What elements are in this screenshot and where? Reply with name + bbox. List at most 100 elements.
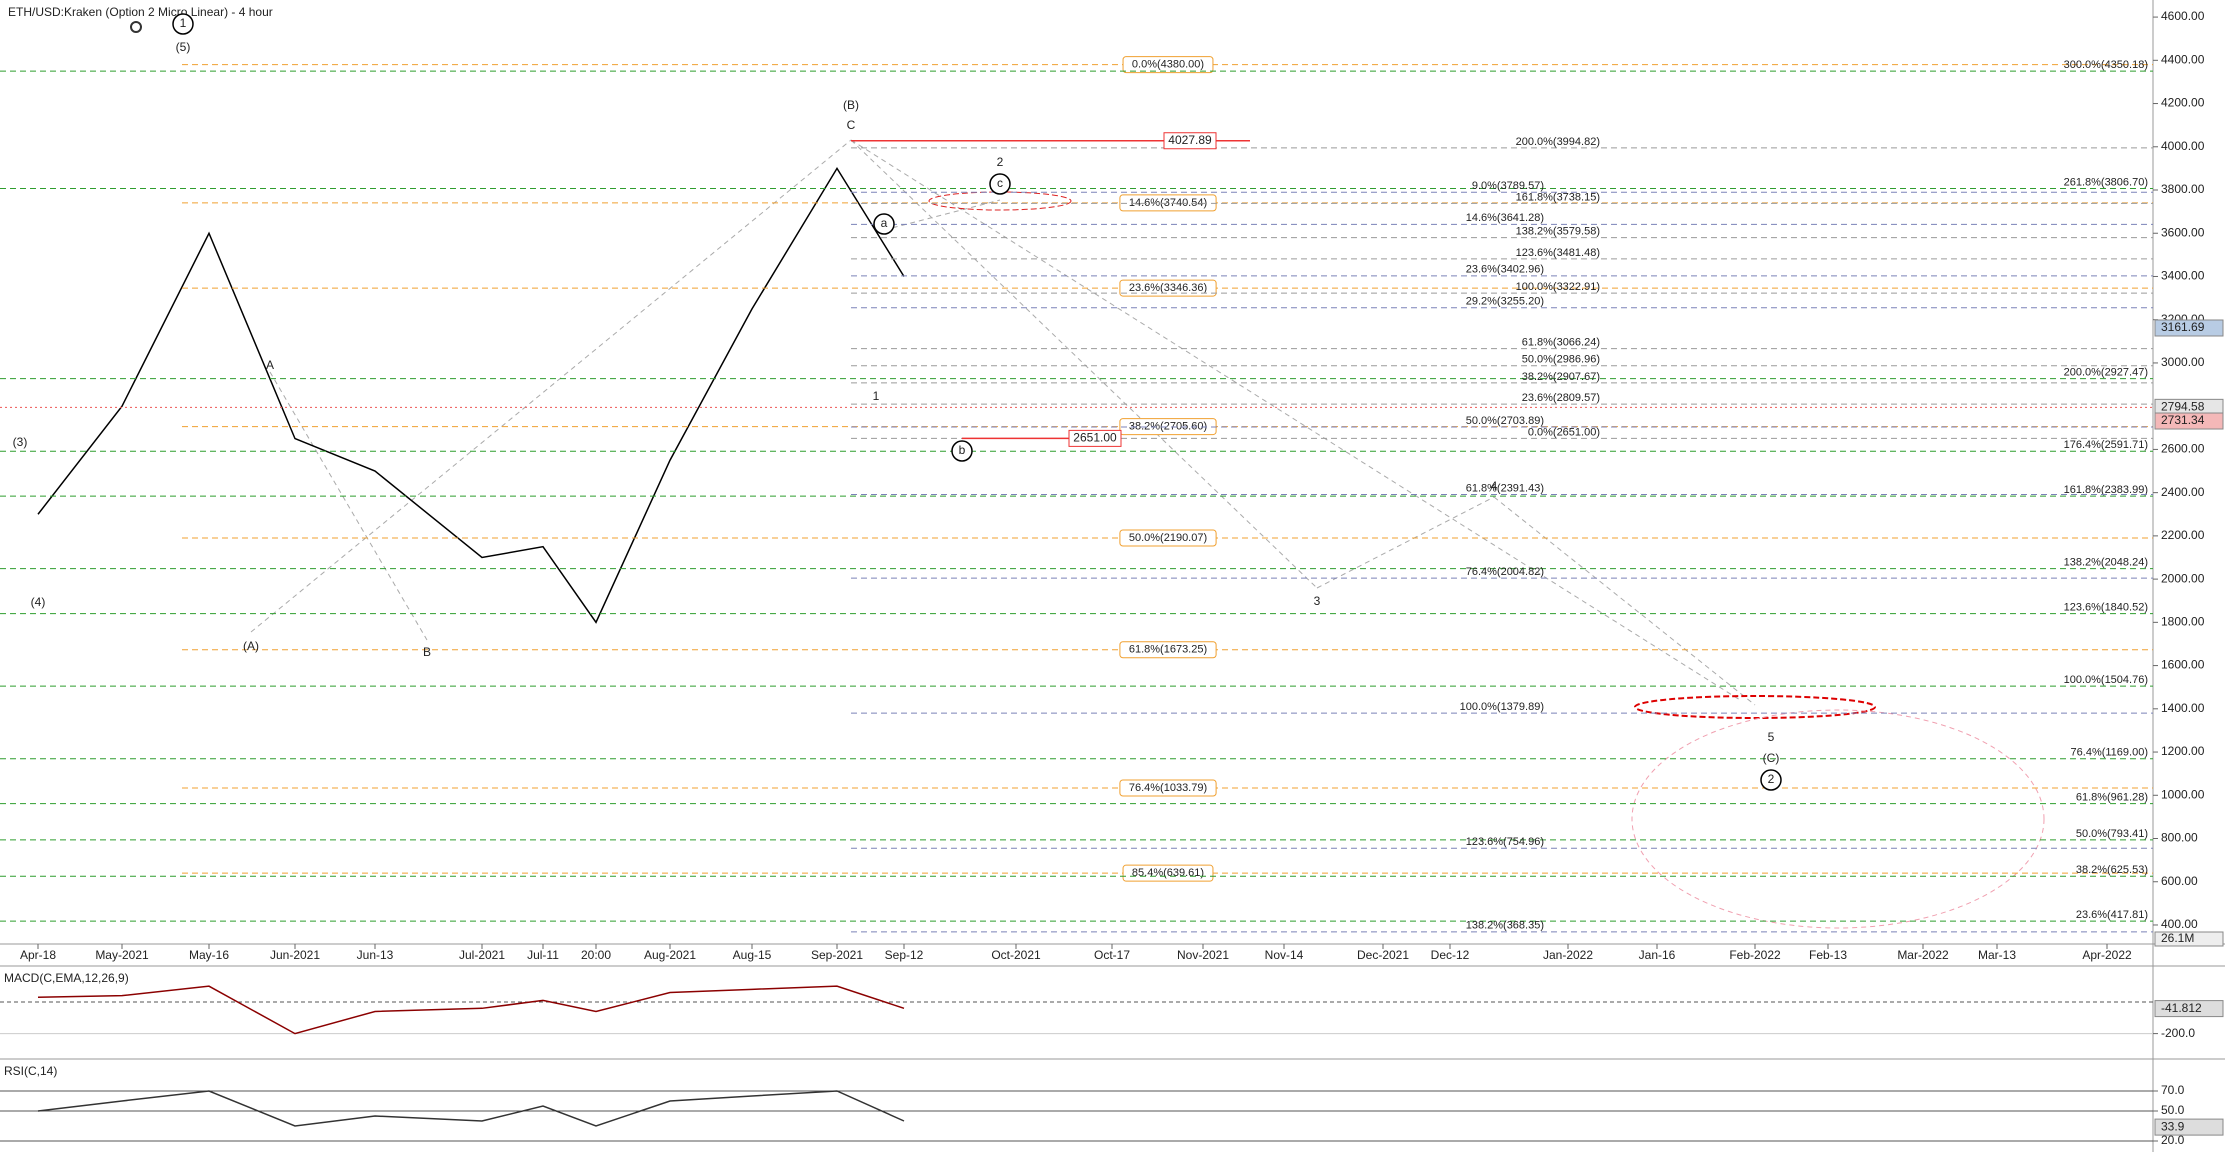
x-tick-label: Oct-2021 [991,948,1041,962]
fib-label: 38.2%(2907.67) [1522,371,1600,383]
y-tick-label: 4200.00 [2161,96,2205,110]
price-line [37,985,905,1035]
wave-circle [172,13,194,35]
wave-label: A [266,358,274,372]
fib-label: 23.6%(3402.96) [1466,264,1544,276]
fib-label: 61.8%(2391.43) [1466,482,1544,494]
fib-label: 76.4%(2004.82) [1466,566,1544,578]
y-tick-label: 400.00 [2161,917,2198,931]
x-tick-label: Jan-2022 [1543,948,1593,962]
x-tick-label: Feb-2022 [1729,948,1781,962]
red-level-label: 4027.89 [1168,133,1212,147]
x-tick-label: 20:00 [581,948,611,962]
y-tick-label: 1400.00 [2161,701,2205,715]
wave-line [250,139,852,633]
wave-label: 1 [180,16,187,30]
fib-label: 38.2%(2705.60) [1129,420,1207,432]
price-badge-box [2154,319,2224,337]
x-tick-label: Feb-13 [1809,948,1847,962]
fib-label: 176.4%(2591.71) [2064,439,2148,451]
y-tick-label: 1000.00 [2161,787,2205,801]
x-tick-label: Apr-18 [20,948,56,962]
x-tick-label: Dec-2021 [1357,948,1409,962]
label-box [1119,529,1217,547]
y-tick-label: 1200.00 [2161,744,2205,758]
fib-label: 138.2%(368.35) [1466,920,1544,932]
wave-line [269,371,428,641]
fib-label: 100.0%(1504.76) [2064,674,2148,686]
wave-label: c [997,176,1003,190]
fib-label: 200.0%(3994.82) [1516,136,1600,148]
y-tick-label: 3800.00 [2161,182,2205,196]
label-box [1119,779,1217,797]
wave-circle [1760,769,1782,791]
wave-label: (5) [176,40,191,54]
fib-label: 138.2%(2048.24) [2064,557,2148,569]
y-tick-label: 3000.00 [2161,355,2205,369]
fib-label: 100.0%(3322.91) [1516,281,1600,293]
x-tick-label: Dec-12 [1431,948,1470,962]
fib-label: 29.2%(3255.20) [1466,296,1544,308]
panel-title: MACD(C,EMA,12,26,9) [4,971,129,985]
red-level-label: 2651.00 [1073,431,1117,445]
fib-label: 9.0%(3789.57) [1472,180,1544,192]
price-badge-box [2154,1118,2224,1136]
y-tick-label: 50.0 [2161,1103,2185,1117]
y-tick-label: 4000.00 [2161,139,2205,153]
y-tick-label: 3400.00 [2161,269,2205,283]
price-badge-box [2154,931,2224,947]
price-line [37,1090,905,1127]
x-tick-label: Mar-2022 [1897,948,1949,962]
y-tick-label: 1800.00 [2161,615,2205,629]
x-tick-label: May-2021 [95,948,149,962]
wave-label: 3 [1314,594,1321,608]
price-line [37,166,905,624]
x-tick-label: Apr-2022 [2082,948,2132,962]
price-badge-box [2154,412,2224,430]
wave-lines [250,139,1756,706]
x-tick-label: Jun-2021 [270,948,320,962]
fib-label: 200.0%(2927.47) [2064,367,2148,379]
x-tick-label: Nov-2021 [1177,948,1229,962]
label-box [1068,429,1122,447]
label-box [1119,194,1217,212]
fib-label: 0.0%(2651.00) [1528,426,1600,438]
panel-title: RSI(C,14) [4,1064,57,1078]
wave-label: (4) [31,595,46,609]
wave-line [1316,496,1495,589]
fib-label: 123.6%(3481.48) [1516,247,1600,259]
wave-label: 4 [1491,479,1498,493]
wave-label: (3) [13,435,28,449]
x-tick-label: Jul-11 [527,948,559,962]
label-box [1119,279,1217,297]
x-tick-label: Jun-13 [357,948,394,962]
x-tick-label: Mar-13 [1978,948,2016,962]
fib-label: 61.8%(1673.25) [1129,644,1207,656]
y-tick-label: 2400.00 [2161,485,2205,499]
wave-label: (C) [1763,751,1780,765]
fib-label: 61.8%(3066.24) [1522,337,1600,349]
wave-circle [873,213,895,235]
fib-label: 161.8%(3738.15) [1516,191,1600,203]
wave-label: (B) [843,98,859,112]
settings-icon[interactable] [130,21,142,33]
price-badge-box [2154,1000,2224,1018]
price-badge: 2794.58 [2161,400,2205,414]
y-tick-label: 2600.00 [2161,442,2205,456]
y-tick-label: 2000.00 [2161,571,2205,585]
fib-label: 123.6%(754.96) [1466,836,1544,848]
wave-label: (A) [243,639,259,653]
wave-label: 2 [1768,772,1775,786]
wave-label: 2 [997,155,1004,169]
fib-label: 23.6%(2809.57) [1522,392,1600,404]
fib-label: 123.6%(1840.52) [2064,601,2148,613]
y-tick-label: 20.0 [2161,1133,2185,1147]
x-tick-label: Aug-2021 [644,948,696,962]
fib-label: 38.2%(625.53) [2076,864,2148,876]
wave-line [1493,496,1756,706]
fib-label: 61.8%(961.28) [2076,792,2148,804]
x-tick-label: May-16 [189,948,229,962]
price-badge: 2731.34 [2161,413,2205,427]
y-tick-label: 600.00 [2161,874,2198,888]
